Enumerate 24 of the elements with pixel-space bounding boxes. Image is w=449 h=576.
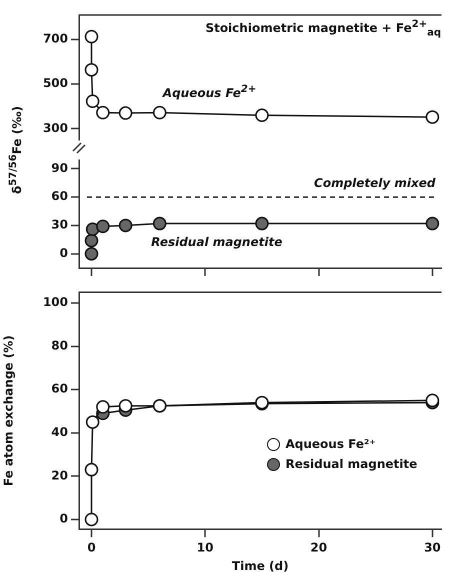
y-tick-label: 30 [51,218,68,232]
annotation: Aqueous Fe$^{2+}$ [162,84,256,100]
x-tick-label: 0 [87,540,96,555]
y-axis-title: Fe atom exchange (%) [1,335,16,486]
x-tick-label: 10 [196,540,214,555]
y-tick-label: 700 [42,32,68,46]
y-tick-label: 500 [42,76,68,90]
y-tick-label: 90 [51,160,68,175]
x-axis-title: Time (d) [232,558,289,573]
annotation: Residual magnetite [151,235,282,250]
y-tick-label: 80 [51,338,68,352]
y-tick-label: 60 [51,189,68,204]
legend-label: Residual magnetite [286,457,418,472]
y-tick-label: 60 [51,382,68,396]
y-tick-label: 100 [42,295,68,310]
x-tick-label: 30 [424,540,441,555]
y-tick-label: 300 [42,120,68,135]
y-tick-label: 0 [60,512,68,526]
x-tick-label: 20 [310,540,328,555]
ref-line-label: Completely mixed [314,176,436,190]
y-tick-label: 0 [60,246,68,260]
y-tick-label: 40 [51,425,68,440]
y-tick-label: 20 [51,468,68,482]
legend-label: Aqueous Fe²⁺ [286,437,376,452]
